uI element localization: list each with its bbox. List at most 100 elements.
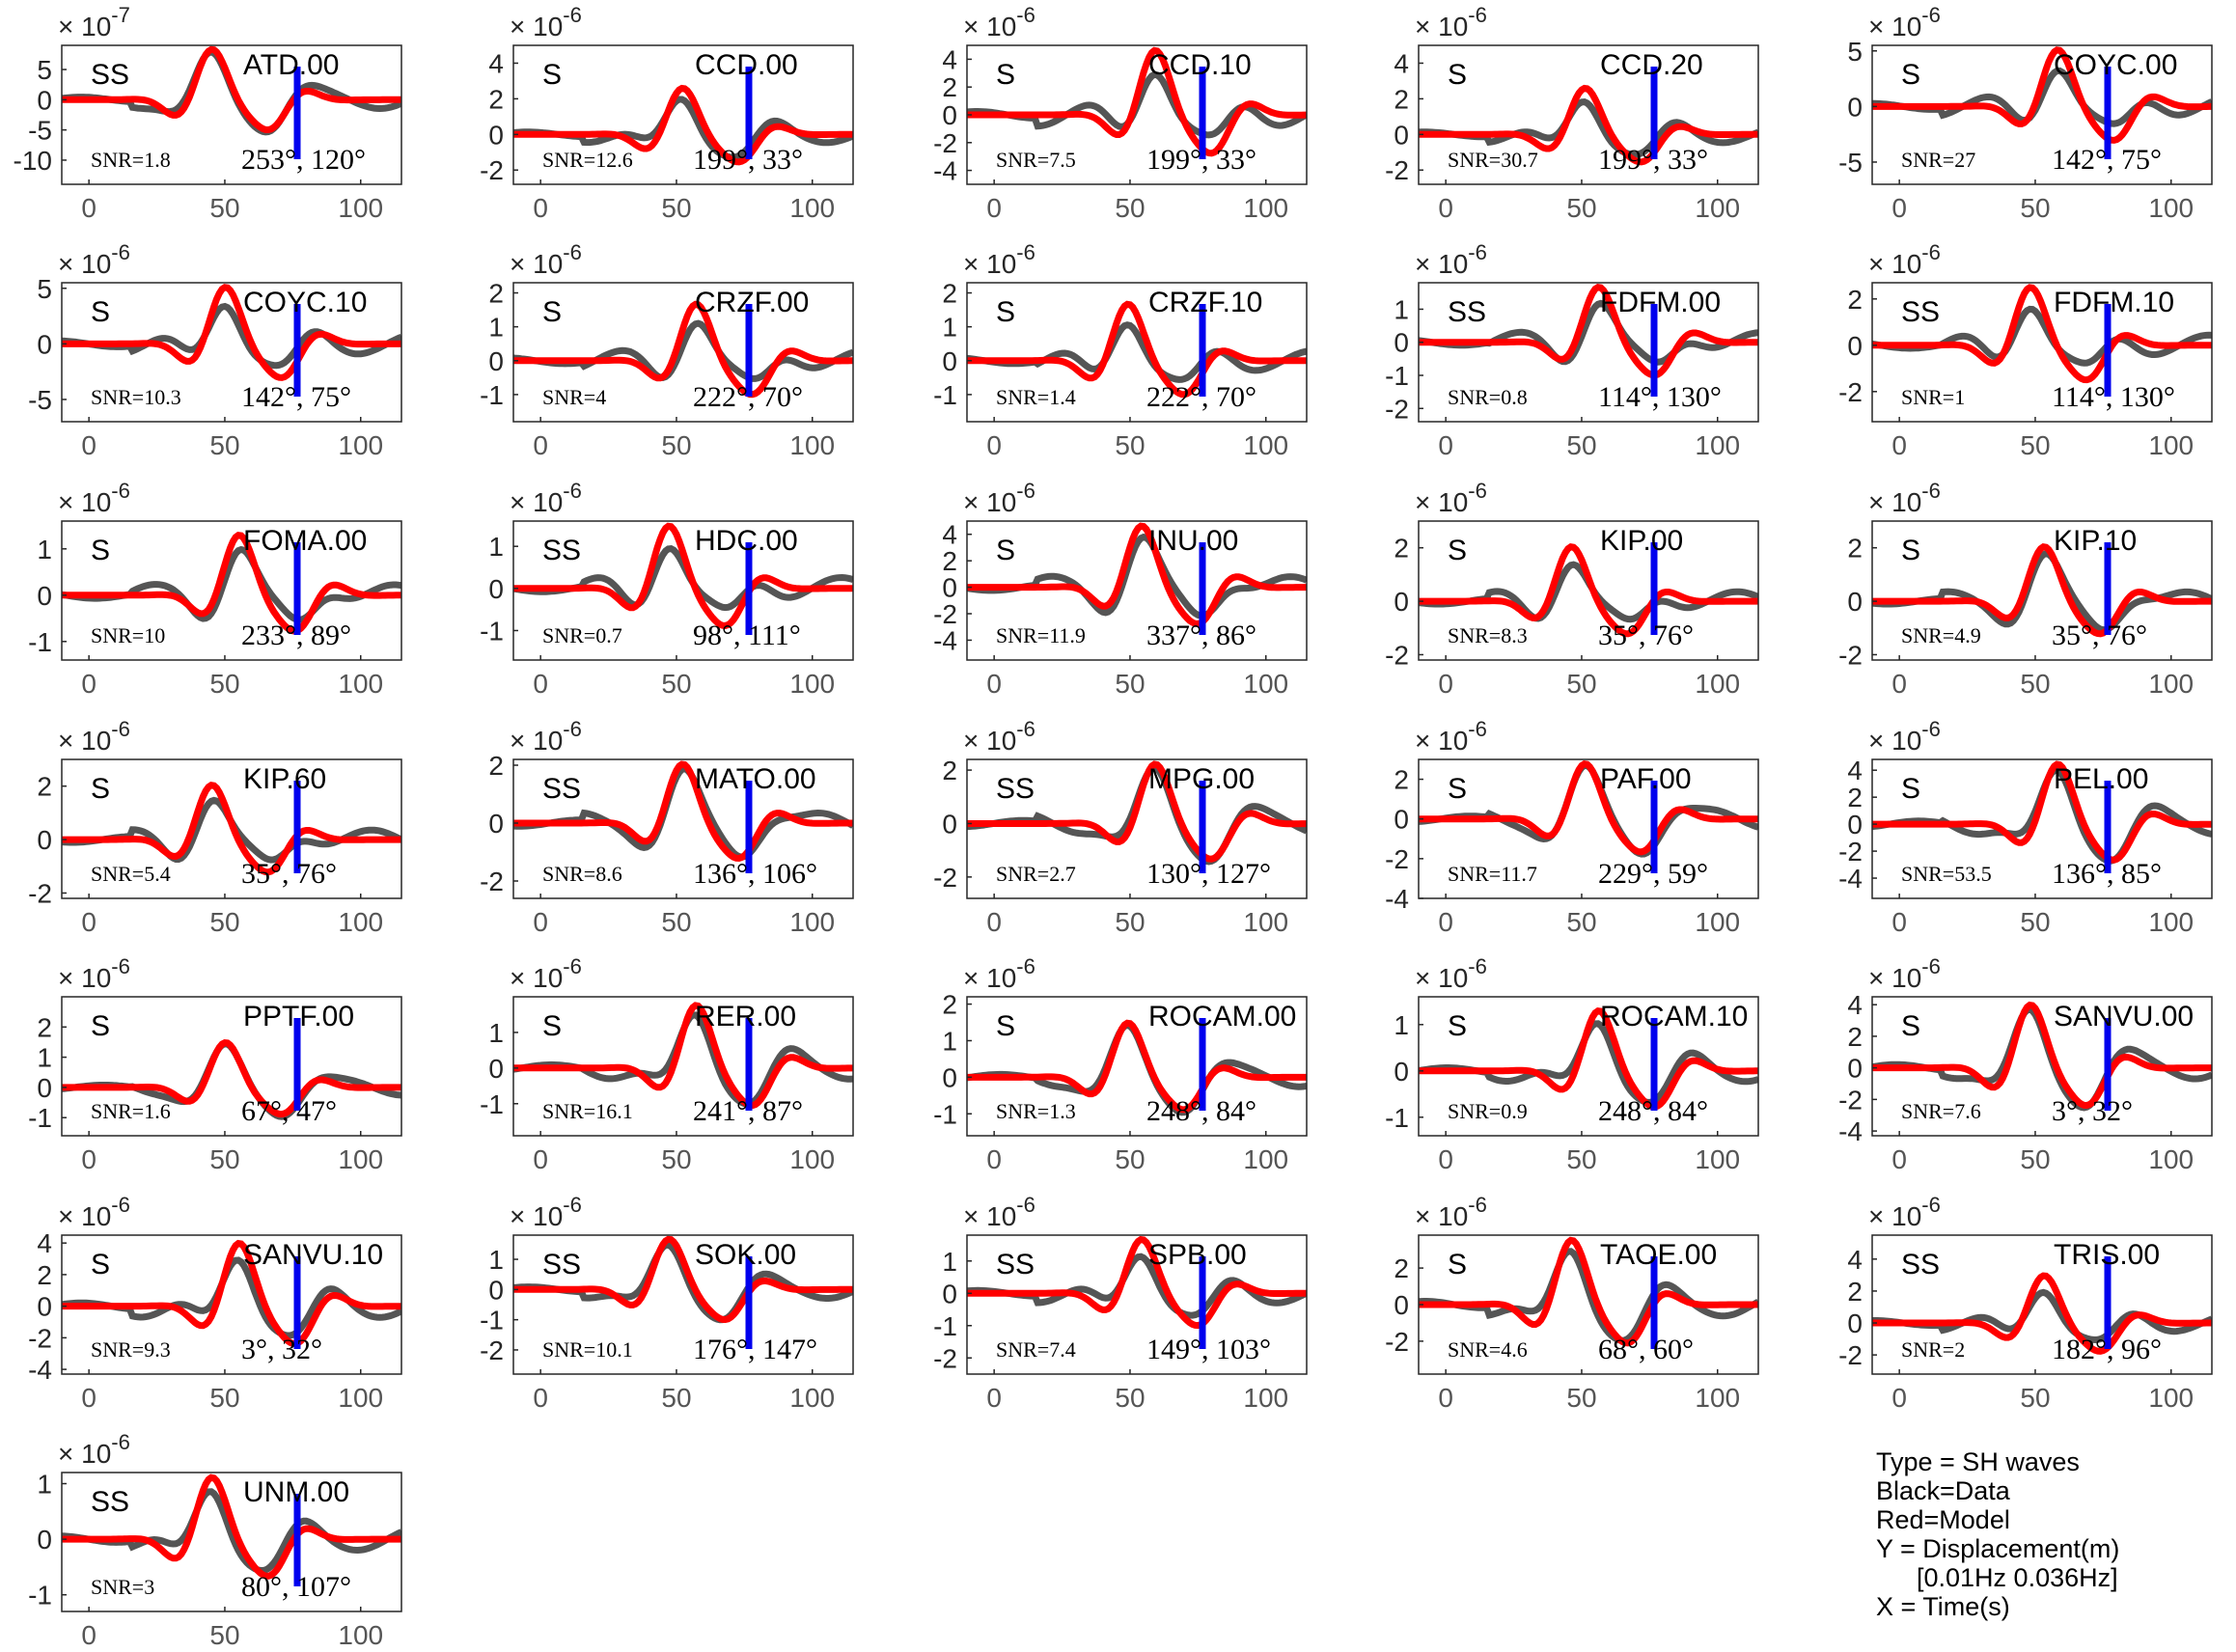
station-label: COYC.00 [2054, 49, 2177, 81]
data-trace [1419, 761, 1758, 858]
angles-label: 222°, 70° [1146, 381, 1256, 413]
y-tick-label: 0 [37, 329, 52, 359]
x-tick-label: 50 [1115, 907, 1145, 937]
y-tick-label: 0 [1394, 120, 1409, 150]
x-tick-label: 50 [661, 1144, 691, 1174]
y-tick-label: -5 [28, 385, 52, 415]
angles-label: 68°, 60° [1598, 1334, 1694, 1365]
y-tick-label: -1 [480, 616, 504, 646]
y-tick-label: -1 [480, 1089, 504, 1119]
y-exponent-label: × 10-6 [963, 717, 1035, 756]
x-tick-label: 50 [2020, 669, 2050, 699]
y-exponent-label: × 10-6 [963, 240, 1035, 279]
snr-label: SNR=7.5 [996, 148, 1076, 172]
axes-box [512, 996, 854, 1137]
angles-label: 35°, 76° [1598, 620, 1694, 651]
snr-label: SNR=8.6 [542, 862, 622, 886]
x-tick-label: 50 [1115, 669, 1145, 699]
model-trace [513, 300, 853, 399]
snr-label: SNR=27 [1901, 148, 1975, 172]
panel-hdc-00: 0 50 100 1 0 -1 × 10-6 SS HDC.00 SNR=0.7 98°, 111° [480, 479, 854, 699]
snr-label: SNR=16.1 [542, 1099, 633, 1123]
panel-unm-00: 0 50 100 1 0 -1 × 10-6 SS UNM.00 SNR=3 80°, 107° [28, 1430, 402, 1650]
x-tick-label: 0 [533, 669, 548, 699]
y-tick-label: -2 [933, 1343, 957, 1373]
y-tick-label: 2 [1847, 1022, 1863, 1052]
station-label: SANVU.00 [2054, 1001, 2194, 1032]
phase-label: S [542, 1010, 562, 1042]
y-exponent-label: × 10-6 [58, 1193, 130, 1231]
y-tick-label: 0 [1847, 1308, 1863, 1338]
station-label: SOK.00 [695, 1239, 796, 1271]
axes-box [966, 996, 1308, 1137]
x-tick-label: 50 [209, 1620, 239, 1650]
model-trace [513, 760, 853, 863]
y-exponent-label: × 10-6 [963, 954, 1035, 993]
phase-label: S [996, 535, 1015, 566]
y-tick-label: 0 [488, 809, 504, 839]
y-tick-label: 0 [1847, 810, 1863, 840]
phase-label: S [91, 535, 110, 566]
model-trace [1419, 543, 1758, 638]
y-tick-label: 0 [942, 100, 957, 130]
axes-box [61, 520, 402, 661]
y-tick-label: -4 [1838, 1116, 1863, 1146]
x-tick-label: 100 [789, 907, 835, 937]
angles-label: 98°, 111° [693, 620, 801, 651]
x-tick-label: 50 [2020, 1144, 2050, 1174]
x-tick-label: 0 [1438, 907, 1453, 937]
phase-label: S [1901, 535, 1920, 566]
axes-box [61, 1234, 402, 1375]
y-exponent-label: × 10-6 [1415, 479, 1487, 517]
y-tick-label: 0 [1394, 1290, 1409, 1320]
snr-label: SNR=9.3 [91, 1337, 171, 1362]
station-label: MATO.00 [695, 763, 816, 795]
phase-label: S [542, 59, 562, 91]
y-tick-label: 2 [942, 72, 957, 102]
y-tick-label: 2 [1394, 1253, 1409, 1283]
y-tick-label: 0 [37, 1073, 52, 1103]
y-tick-label: -2 [1385, 394, 1409, 424]
x-tick-label: 50 [2020, 907, 2050, 937]
x-tick-label: 100 [338, 430, 383, 460]
x-tick-label: 100 [789, 1144, 835, 1174]
y-tick-label: 4 [942, 44, 957, 74]
x-tick-label: 100 [338, 193, 383, 223]
panel-ccd-00: 0 50 100 4 2 0 -2 × 10-6 S CCD.00 SNR=12.6 199°, 33… [480, 3, 854, 223]
angles-label: 199°, 33° [693, 144, 803, 176]
axes-box [61, 282, 402, 423]
y-tick-label: 4 [37, 1228, 52, 1258]
y-tick-label: 5 [1847, 37, 1863, 67]
x-tick-label: 100 [2148, 1144, 2194, 1174]
snr-label: SNR=12.6 [542, 148, 633, 172]
snr-label: SNR=1.4 [996, 385, 1076, 409]
x-tick-label: 0 [1891, 907, 1907, 937]
y-tick-label: 1 [37, 1043, 52, 1073]
y-exponent-label: × 10-6 [58, 717, 130, 756]
y-tick-label: 2 [488, 279, 504, 309]
model-trace [967, 46, 1307, 157]
y-tick-label: -2 [1838, 377, 1863, 407]
y-tick-label: 0 [37, 581, 52, 611]
y-exponent-label: × 10-6 [1868, 240, 1941, 279]
y-exponent-label: × 10-6 [1415, 1193, 1487, 1231]
y-tick-label: -2 [933, 599, 957, 629]
y-exponent-label: × 10-6 [510, 1193, 582, 1231]
panel-kip-60: 0 50 100 2 0 -2 × 10-6 S KIP.60 SNR=5.4 35°, 76° [28, 717, 402, 937]
axes-box [512, 758, 854, 899]
x-tick-label: 0 [81, 430, 97, 460]
angles-label: 253°, 120° [241, 144, 366, 176]
y-tick-label: -1 [933, 1099, 957, 1129]
phase-label: S [996, 1010, 1015, 1042]
phase-label: SS [542, 1249, 581, 1280]
y-tick-label: 4 [1847, 1245, 1863, 1275]
snr-label: SNR=7.4 [996, 1337, 1076, 1362]
x-tick-label: 50 [209, 1383, 239, 1413]
